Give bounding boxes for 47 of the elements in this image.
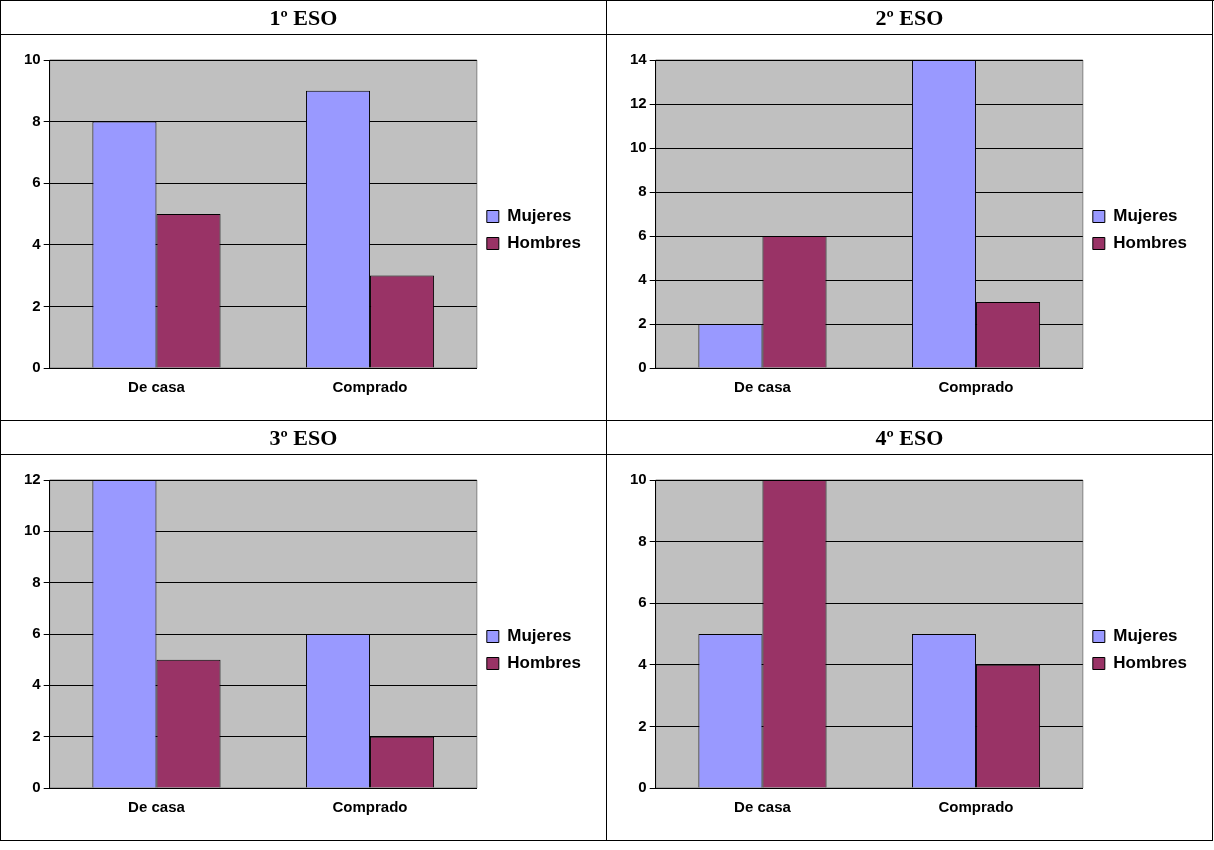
- y-tick-label: 12: [630, 94, 647, 112]
- y-tick-label: 2: [638, 314, 647, 332]
- y-tick-label: 0: [32, 358, 41, 376]
- y-tick-label: 2: [638, 716, 647, 734]
- y-tick-label: 0: [32, 778, 41, 796]
- y-tick-label: 4: [638, 270, 648, 288]
- y-tick-label: 6: [32, 624, 41, 642]
- legend-label: Mujeres: [507, 206, 572, 226]
- chart-title: 1º ESO: [1, 1, 606, 35]
- chart-title: 3º ESO: [1, 421, 606, 455]
- chart-title: 2º ESO: [607, 1, 1212, 35]
- x-tick-label: Comprado: [938, 798, 1014, 816]
- y-tick-label: 4: [32, 234, 42, 252]
- y-tick-label: 10: [24, 521, 41, 539]
- legend-label: Hombres: [507, 233, 581, 253]
- x-tick-label: De casa: [734, 798, 792, 816]
- legend-label: Hombres: [507, 653, 581, 673]
- legend-label: Mujeres: [1113, 626, 1178, 646]
- y-tick-label: 14: [630, 50, 648, 68]
- y-tick-label: 0: [638, 358, 647, 376]
- y-tick-label: 8: [638, 182, 647, 200]
- legend-label: Hombres: [1113, 653, 1187, 673]
- y-tick-label: 6: [638, 226, 647, 244]
- y-tick-label: 8: [32, 572, 41, 590]
- y-tick-label: 6: [32, 173, 41, 191]
- x-tick-label: De casa: [734, 378, 792, 396]
- chart-title: 4º ESO: [607, 421, 1212, 455]
- y-tick-label: 8: [32, 111, 41, 129]
- y-tick-label: 0: [638, 778, 647, 796]
- y-tick-label: 10: [630, 470, 647, 488]
- y-tick-label: 10: [630, 138, 647, 156]
- x-tick-label: Comprado: [938, 378, 1014, 396]
- y-tick-label: 6: [638, 593, 647, 611]
- legend-label: Mujeres: [1113, 206, 1178, 226]
- y-tick-label: 4: [638, 654, 648, 672]
- y-tick-label: 8: [638, 531, 647, 549]
- y-tick-label: 2: [32, 296, 41, 314]
- x-tick-label: Comprado: [332, 798, 408, 816]
- x-tick-label: De casa: [128, 798, 186, 816]
- legend-label: Hombres: [1113, 233, 1187, 253]
- y-tick-label: 4: [32, 675, 42, 693]
- y-tick-label: 10: [24, 50, 41, 68]
- x-tick-label: De casa: [128, 378, 186, 396]
- legend-label: Mujeres: [507, 626, 572, 646]
- y-tick-label: 12: [24, 470, 41, 488]
- y-tick-label: 2: [32, 726, 41, 744]
- x-tick-label: Comprado: [332, 378, 408, 396]
